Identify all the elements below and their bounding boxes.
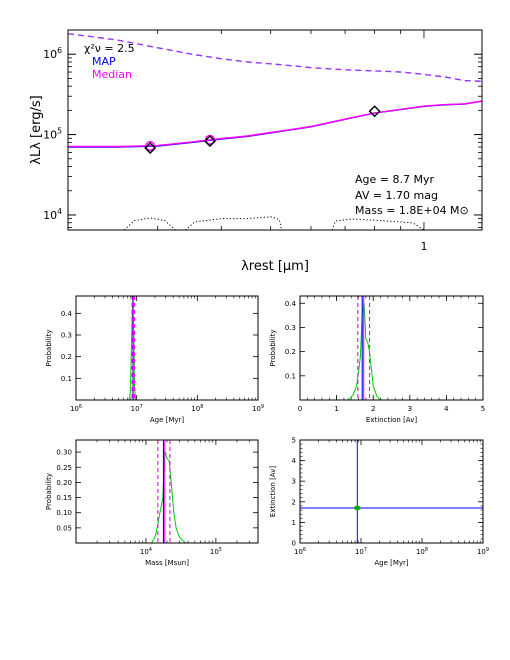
mass-probability-panel: 0.05 0.10 0.15 0.20 0.25 0.30 104 105 Mass [Msun… xyxy=(45,439,259,567)
x-tick-label: 106 xyxy=(294,547,306,556)
x-tick-label: 2 xyxy=(371,405,375,413)
probability-curve xyxy=(151,451,187,544)
observed-photometry-point xyxy=(368,105,381,118)
y-axis-label: Extinction [Av] xyxy=(269,466,277,517)
filter-curve xyxy=(185,216,282,231)
chi-square-label: χ²ν = 2.5 xyxy=(84,42,135,55)
y-axis-label: Probability xyxy=(45,473,53,510)
y-tick-label: 1 xyxy=(292,519,296,527)
age-probability-panel: 0.1 0.2 0.3 0.4 106 107 108 109 Age [Myr] Probabi… xyxy=(45,295,264,424)
x-axis-label: Mass [Msun] xyxy=(145,559,189,567)
x-tick-label: 108 xyxy=(416,547,428,556)
y-tick-label: 0 xyxy=(292,540,296,548)
x-tick-label: 107 xyxy=(355,547,367,556)
y-tick-label: 0.1 xyxy=(285,372,296,380)
x-tick-label: 106 xyxy=(70,404,82,413)
y-tick-label: 5 xyxy=(292,437,296,445)
median-photometry-point xyxy=(145,140,156,152)
y-tick-label: 3 xyxy=(292,478,296,486)
age-extinction-panel: 0 1 2 3 4 5 106 107 108 109 Age [Myr] Extinction [A… xyxy=(269,437,489,568)
x-axis-label: Extinction [Av] xyxy=(366,416,417,424)
y-tick-label: 0.4 xyxy=(285,300,297,308)
observed-photometry-point xyxy=(203,135,216,148)
x-tick-label: 4 xyxy=(444,405,449,413)
x-tick-label: 104 xyxy=(140,547,152,556)
series-line xyxy=(68,100,483,148)
plot-frame xyxy=(67,29,483,231)
x-tick-label: 1 xyxy=(420,240,427,253)
y-axis-label: λLλ [erg/s] xyxy=(29,95,44,164)
extinction-annotation: AV = 1.70 mag xyxy=(355,189,438,202)
filter-curve xyxy=(331,218,425,231)
y-axis-label: Probability xyxy=(269,329,277,366)
x-tick-label: 108 xyxy=(191,404,203,413)
y-tick-label: 0.30 xyxy=(56,449,72,457)
observed-photometry-point xyxy=(144,142,157,155)
y-tick-label: 0.25 xyxy=(56,464,72,472)
solution-point xyxy=(354,505,361,511)
x-axis-label: Age [Myr] xyxy=(150,416,185,424)
y-axis-label: Probability xyxy=(45,329,53,366)
y-tick-label: 105 xyxy=(43,127,62,142)
plot-frame xyxy=(299,439,484,544)
series-line xyxy=(67,33,483,82)
y-tick-label: 0.4 xyxy=(61,310,73,318)
extinction-probability-panel: 0.1 0.2 0.3 0.4 0 1 2 3 4 5 Extinction [Av] Probabi… xyxy=(269,295,485,424)
series-line xyxy=(68,100,483,148)
y-tick-label: 2 xyxy=(292,498,296,506)
x-tick-label: 107 xyxy=(131,404,143,413)
y-tick-label: 0.2 xyxy=(61,353,72,361)
y-tick-label: 0.15 xyxy=(56,494,72,502)
y-tick-label: 0.3 xyxy=(285,324,296,332)
x-tick-label: 5 xyxy=(481,405,485,413)
x-tick-label: 109 xyxy=(477,547,489,556)
x-tick-label: 0 xyxy=(298,405,302,413)
y-tick-label: 0.20 xyxy=(56,479,72,487)
filter-curve xyxy=(123,217,176,231)
plot-frame xyxy=(299,295,484,401)
plot-frame xyxy=(75,439,259,544)
y-tick-label: 0.3 xyxy=(61,332,72,340)
x-tick-label: 105 xyxy=(210,547,222,556)
x-tick-label: 3 xyxy=(408,405,412,413)
x-tick-label: 109 xyxy=(252,404,264,413)
x-axis-label: Age [Myr] xyxy=(374,559,409,567)
y-tick-label: 104 xyxy=(43,207,62,222)
x-axis-label: λrest [μm] xyxy=(241,259,309,274)
y-tick-label: 4 xyxy=(292,457,297,465)
x-tick-label: 1 xyxy=(334,405,338,413)
y-tick-label: 0.2 xyxy=(285,348,296,356)
plot-frame xyxy=(75,295,259,401)
y-tick-label: 0.05 xyxy=(56,524,72,532)
mass-annotation: Mass = 1.8E+04 M⊙ xyxy=(355,204,469,217)
y-tick-label: 106 xyxy=(43,46,62,61)
y-tick-label: 0.1 xyxy=(61,375,72,383)
legend-map: MAP xyxy=(92,55,116,68)
age-annotation: Age = 8.7 Myr xyxy=(355,173,434,186)
legend-median: Median xyxy=(92,68,132,81)
y-tick-label: 0.10 xyxy=(56,509,72,517)
